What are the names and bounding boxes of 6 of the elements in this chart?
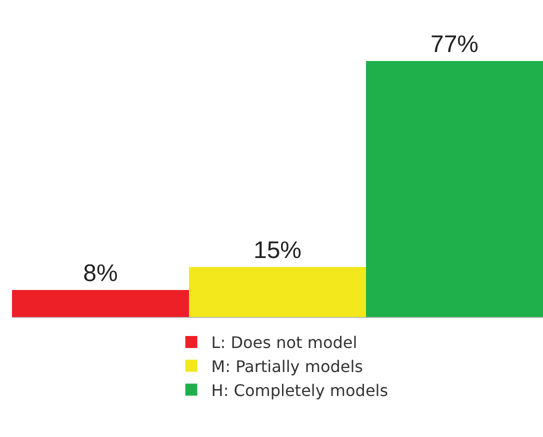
data-label: 8% [83,260,118,287]
data-label: 77% [430,31,479,58]
legend-label: H: Completely models [211,380,388,400]
data-label: 15% [253,237,302,264]
legend-label: M: Partially models [211,357,364,376]
legend-label: L: Does not model [211,333,358,352]
